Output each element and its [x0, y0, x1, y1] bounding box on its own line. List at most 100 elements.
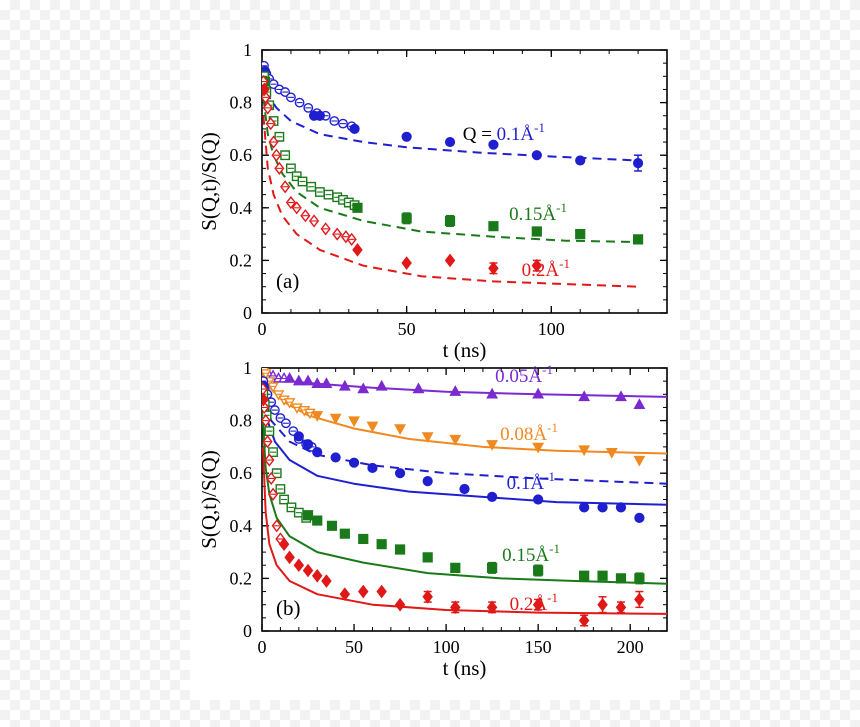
filled-marker: [326, 520, 338, 531]
series-label-value: 0.05Å: [495, 366, 542, 387]
series-label: 0.08Å-1: [500, 420, 558, 445]
y-tick-label: 0.2: [230, 250, 253, 270]
filled-marker: [532, 597, 544, 612]
filled-marker: [302, 510, 314, 521]
y-tick-label: 1: [243, 40, 252, 60]
filled-marker: [292, 374, 305, 386]
x-tick-label: 50: [345, 637, 363, 657]
series-label-superscript: -1: [542, 362, 553, 377]
filled-marker: [532, 387, 545, 399]
filled-marker: [422, 552, 433, 563]
series-label-superscript: -1: [559, 256, 570, 271]
panel-label: (b): [276, 596, 301, 620]
series-label: 0.2Å-1: [522, 256, 570, 281]
filled-marker: [302, 374, 314, 386]
series-label-superscript: -1: [549, 541, 560, 556]
filled-marker: [444, 215, 456, 227]
y-tick-label: 0.4: [230, 516, 253, 536]
filled-marker: [449, 385, 462, 396]
series-label-superscript: -1: [534, 120, 545, 135]
filled-marker: [376, 584, 387, 599]
filled-marker: [312, 447, 323, 458]
filled-marker: [486, 440, 499, 451]
filled-marker: [262, 82, 270, 97]
x-tick-label: 100: [538, 319, 565, 339]
filled-marker: [632, 158, 644, 169]
panel-b: 0 50 100 150 200 0 0.2 0.4 0.6 0.8 1 t (ns) S(Q,t)/S…: [197, 358, 668, 680]
filled-marker: [605, 447, 618, 459]
filled-marker: [486, 600, 498, 615]
filled-marker: [633, 455, 646, 467]
filled-marker: [352, 243, 363, 257]
filled-marker: [579, 570, 590, 581]
filled-marker: [579, 502, 590, 513]
filled-marker: [352, 202, 363, 213]
filled-marker: [615, 502, 627, 513]
series-0.051: [262, 368, 667, 409]
series-0.21: [262, 74, 639, 288]
y-tick-label: 0.6: [230, 463, 253, 483]
series-0.21: [262, 382, 667, 628]
filled-marker: [358, 533, 369, 545]
x-tick-label: 0: [258, 319, 267, 339]
filled-marker: [422, 590, 433, 604]
x-tick-label: 150: [525, 637, 552, 657]
filled-marker: [293, 431, 304, 442]
filled-marker: [311, 411, 324, 422]
filled-marker: [487, 562, 498, 573]
filled-marker: [302, 439, 314, 450]
filled-marker: [633, 398, 646, 409]
filled-marker: [284, 550, 295, 565]
series-label-value: 0.15Å: [509, 204, 556, 225]
y-tick-label: 0: [243, 303, 252, 323]
filled-marker: [422, 476, 433, 487]
fit-curve: [262, 97, 639, 243]
filled-marker: [578, 613, 590, 628]
series-label-value: 0.15Å: [502, 545, 549, 566]
series-0.11: [262, 376, 667, 523]
y-tick-label: 0: [243, 621, 252, 641]
filled-marker: [401, 131, 412, 142]
fit-curve: [262, 446, 667, 615]
filled-marker: [531, 226, 542, 237]
series-label-superscript: -1: [547, 590, 558, 605]
filled-marker: [339, 528, 350, 539]
panel-label: (a): [276, 269, 299, 293]
x-axis-label: t (ns): [443, 656, 487, 680]
series-label-value: 0.08Å: [500, 424, 547, 445]
filled-marker: [531, 150, 542, 161]
filled-marker: [575, 155, 586, 166]
filled-marker: [450, 600, 461, 615]
y-axis-label: S(Q,t)/S(Q): [197, 450, 221, 549]
series-label-value: 0.2Å: [510, 594, 548, 615]
filled-marker: [444, 253, 456, 268]
filled-marker: [449, 434, 462, 446]
series-label: 0.1Å-1: [507, 469, 555, 494]
open-marker: [262, 369, 272, 380]
figure: 0 50 100 0 0.2 0.4 0.6 0.8 1 t (ns) S(Q,t)/S(Q) (a)…: [190, 30, 680, 700]
filled-marker: [488, 139, 499, 150]
series-label-value: 0.1Å: [507, 473, 545, 494]
filled-marker: [283, 371, 296, 383]
series-label: 0.2Å-1: [510, 590, 558, 615]
open-marker: [272, 390, 285, 401]
open-marker: [267, 382, 279, 393]
fit-curve: [262, 115, 639, 288]
filled-marker: [615, 573, 627, 584]
filled-marker: [394, 544, 406, 555]
open-marker: [283, 398, 296, 409]
x-tick-label: 0: [258, 637, 267, 657]
filled-marker: [401, 213, 412, 224]
filled-marker: [321, 574, 332, 588]
filled-marker: [632, 234, 644, 245]
y-tick-label: 0.2: [230, 568, 253, 588]
series-label-superscript: -1: [556, 200, 567, 215]
filled-marker: [348, 457, 360, 468]
filled-marker: [375, 379, 388, 391]
filled-marker: [262, 392, 269, 407]
filled-marker: [444, 137, 456, 148]
y-tick-label: 0.4: [230, 198, 253, 218]
filled-marker: [339, 587, 351, 601]
filled-marker: [597, 570, 608, 581]
